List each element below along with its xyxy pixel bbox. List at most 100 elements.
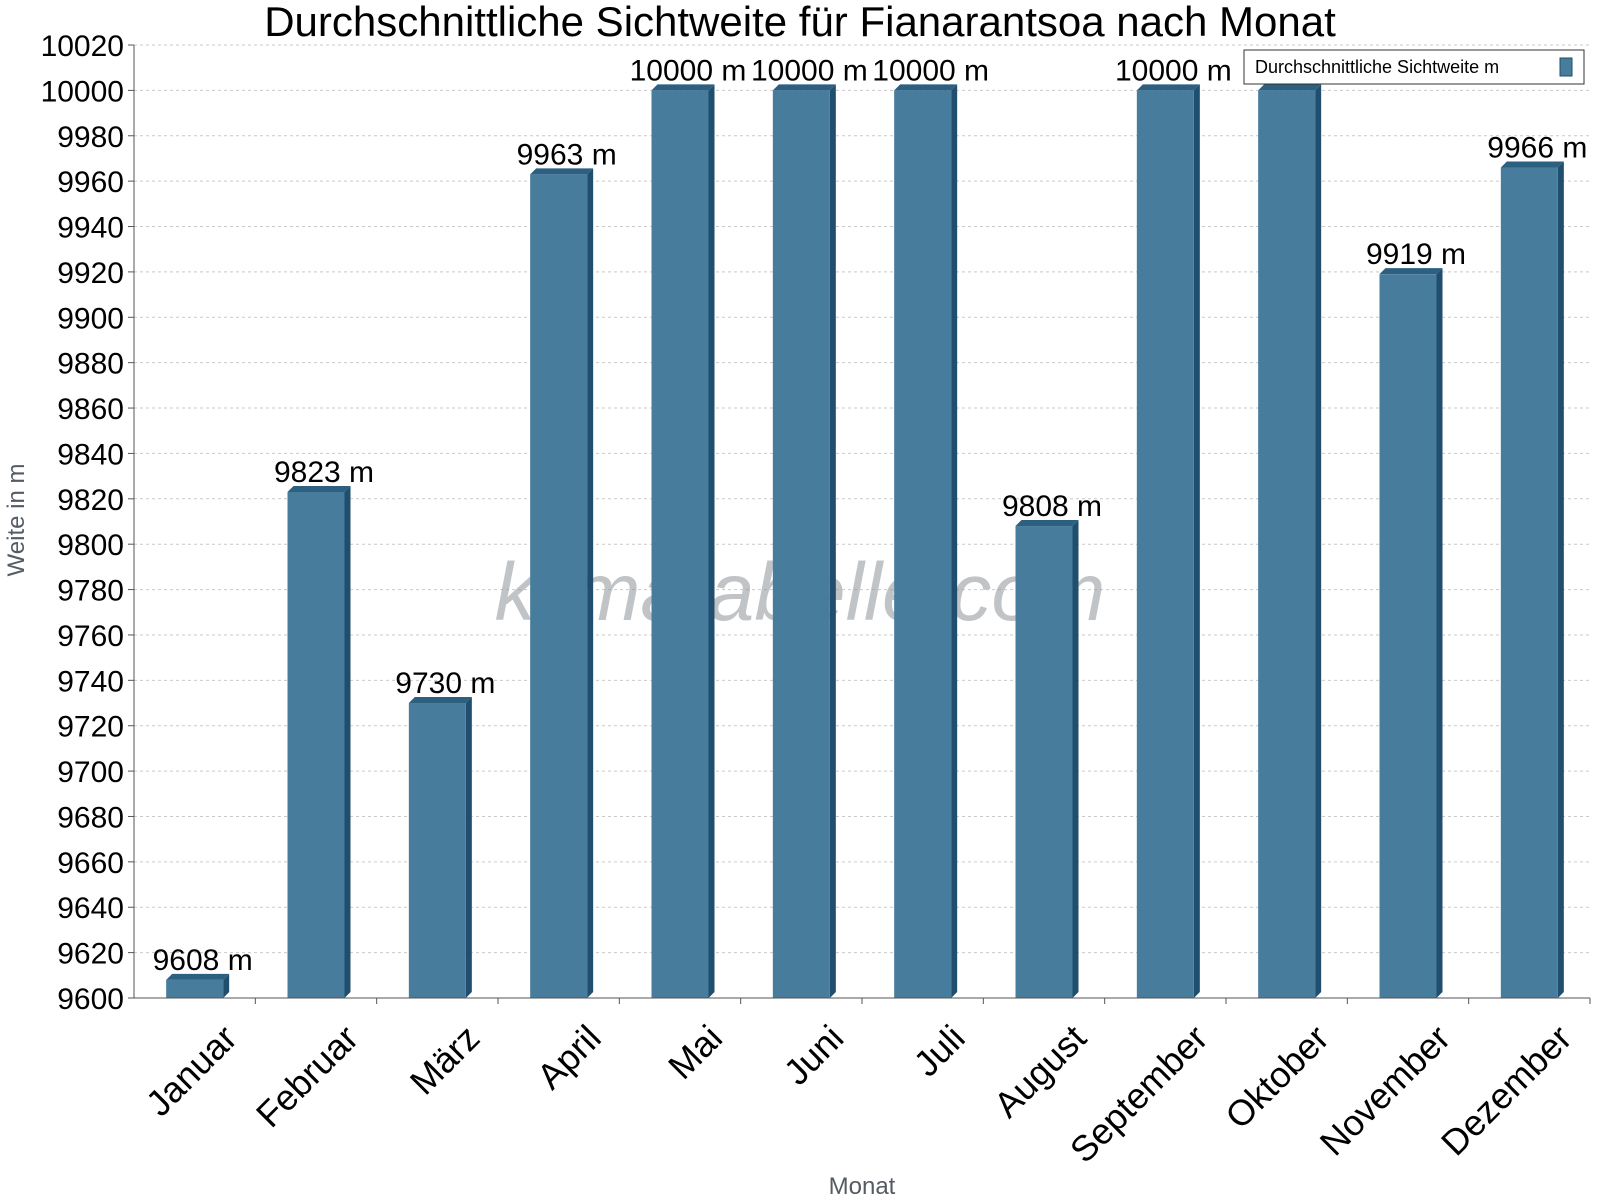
legend-label: Durchschnittliche Sichtweite m [1255,57,1499,77]
y-tick-label: 9900 [57,302,124,335]
bar-side [344,486,351,998]
y-tick-labels: 9600 9620 9640 9660 9680 9700 9720 9740 9760 9780… [41,30,124,1016]
bar-value-label: 9823 m [274,456,374,489]
bar-value-label: 9808 m [1002,490,1102,523]
y-tick-label: 9620 [57,938,124,971]
bar-top [1136,84,1200,91]
grid-lines [134,44,1590,954]
bar-top [408,697,472,704]
bar-value-label: 10000 m [872,54,989,87]
bar-side [1436,268,1443,998]
x-tick-label: August [986,1017,1094,1125]
bar-side [465,697,472,998]
bar-top [166,973,230,980]
y-tick-label: 9820 [57,484,124,517]
y-tick-label: 9980 [57,121,124,154]
bars [166,84,1564,999]
y-tick-label: 9600 [57,983,124,1016]
bar-front [166,979,224,998]
y-tick-label: 9660 [57,847,124,880]
y-tick-label: 9920 [57,257,124,290]
x-tick-label: Dezember [1433,1017,1579,1163]
bar-value-label: 10000 m [1115,54,1232,87]
bar-value-label: 9966 m [1487,132,1587,165]
y-tick-label: 9680 [57,801,124,834]
bar-side [223,973,230,998]
bar-front [1379,274,1437,998]
bar-top [530,168,594,175]
bar-top [1015,520,1079,527]
bar-dezember [1500,161,1564,998]
bar-front [408,703,466,998]
y-axis-label: Weite in m [3,464,30,577]
bar-märz [408,697,472,998]
x-tick-label: März [402,1017,488,1103]
y-tick-label: 9880 [57,348,124,381]
bar-front [894,90,952,998]
bar-side [1315,84,1322,998]
legend: Durchschnittliche Sichtweite m [1243,49,1585,85]
bar-value-label: 9608 m [153,944,253,977]
y-tick-label: 9760 [57,620,124,653]
x-tick-label: Juni [776,1017,852,1093]
bar-side [1072,520,1079,998]
y-tick-label: 9740 [57,665,124,698]
y-tick-label: 9860 [57,393,124,426]
bar-top [287,486,351,493]
bar-februar [287,486,351,998]
bar-august [1015,520,1079,998]
x-tick-label: Januar [138,1017,245,1124]
bar-side [587,168,594,999]
bar-side [829,84,836,998]
chart-title: Durchschnittliche Sichtweite für Fianara… [264,0,1336,45]
y-tick-label: 9800 [57,529,124,562]
bar-top [1379,268,1443,275]
bar-mai [651,84,715,998]
bar-side [708,84,715,998]
x-tick-labels: Januar Februar März April Mai Juni Juli AugustS… [138,1017,1580,1171]
bar-side [951,84,958,998]
legend-box [1243,49,1585,85]
bar-value-label: 9730 m [395,667,495,700]
y-tick-label: 9840 [57,438,124,471]
bar-top [1500,161,1564,168]
bar-front [530,174,588,999]
bar-value-label: 9919 m [1366,238,1466,271]
bar-value-label: 10000 m [751,54,868,87]
bar-front [1136,90,1194,998]
bar-top [1258,84,1322,91]
bar-januar [166,973,230,998]
bar-front [287,492,345,998]
x-tick-label: April [529,1017,609,1097]
bar-november [1379,268,1443,998]
bar-top [894,84,958,91]
y-tick-label: 9640 [57,892,124,925]
bar-front [1015,526,1073,998]
y-tick-label: 9960 [57,166,124,199]
x-tick-label: Februar [248,1017,366,1135]
bar-top [772,84,836,91]
bar-side [1557,161,1564,998]
bar-top [651,84,715,91]
bar-september [1136,84,1200,998]
y-tick-label: 9700 [57,756,124,789]
bar-front [772,90,830,998]
bar-front [1500,167,1558,998]
legend-swatch [1559,57,1573,77]
y-tick-label: 9940 [57,212,124,245]
axes [128,44,1591,1004]
bar-juni [772,84,836,998]
x-axis-label: Monat [829,1173,896,1200]
x-tick-label: Oktober [1217,1017,1337,1137]
bar-front [1258,90,1316,998]
y-tick-label: 9720 [57,711,124,744]
x-tick-label: Mai [660,1017,730,1087]
bar-value-label: 10000 m [630,54,747,87]
x-tick-label: Juli [905,1017,972,1084]
bar-juli [894,84,958,998]
bar-april [530,168,594,999]
y-tick-label: 10000 [41,75,124,108]
bar-side [1193,84,1200,998]
